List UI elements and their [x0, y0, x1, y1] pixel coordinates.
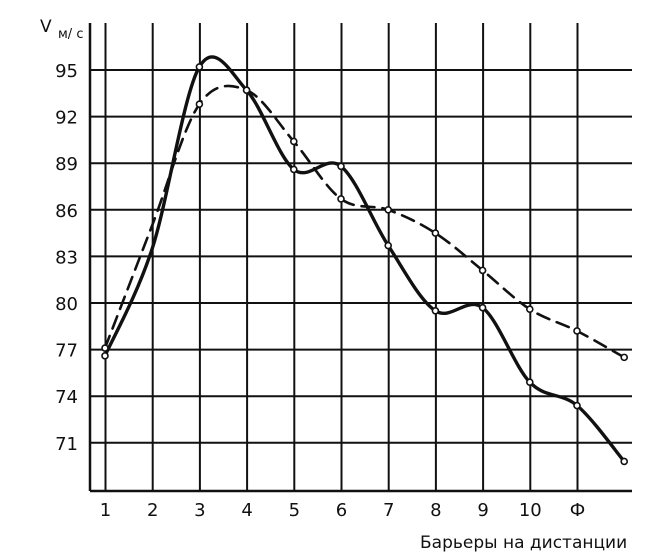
y-tick-label: 71: [55, 434, 78, 455]
y-tick-label: 83: [55, 247, 78, 268]
y-tick-label: 86: [55, 201, 78, 222]
x-tick-label: 6: [336, 500, 347, 521]
grid: [88, 23, 632, 493]
data-point: [289, 137, 298, 146]
data-point: [431, 229, 440, 237]
dashed-series-line: [103, 84, 626, 359]
data-point: [101, 344, 109, 352]
x-tick-label: 3: [194, 500, 205, 521]
x-axis-label: Барьеры на дистанции: [420, 533, 627, 553]
data-point: [478, 303, 487, 312]
x-tick-label: 9: [477, 500, 488, 521]
x-tick-label: 7: [383, 500, 394, 521]
data-point: [573, 401, 581, 410]
data-point: [620, 353, 629, 362]
data-point: [525, 305, 534, 314]
y-axis-unit: м/ с: [58, 27, 83, 42]
series-lines: [103, 55, 626, 464]
x-tick-label: Ф: [570, 500, 586, 521]
data-point: [195, 63, 204, 71]
x-tick-label: 5: [289, 500, 300, 521]
y-tick-label: 77: [55, 341, 78, 362]
y-tick-label: 89: [55, 154, 78, 175]
x-tick-label: 8: [430, 500, 441, 521]
data-point: [195, 100, 204, 108]
y-axis-label: V: [40, 17, 52, 37]
y-tick-label: 80: [55, 294, 78, 315]
x-tick-label: 1: [100, 500, 111, 521]
data-point: [384, 241, 393, 250]
data-point: [620, 457, 629, 466]
data-point: [431, 306, 440, 315]
data-point: [525, 378, 534, 387]
x-tick-labels: 1 2 3 4 5 6 7 8 9 10 Ф: [100, 500, 585, 521]
data-point: [289, 165, 298, 174]
data-point: [384, 206, 393, 214]
data-point: [242, 86, 251, 94]
data-point: [337, 162, 345, 171]
y-tick-label: 74: [55, 387, 78, 408]
y-tick-label: 92: [55, 108, 78, 129]
x-tick-label: 4: [241, 500, 252, 521]
solid-series-line: [103, 55, 626, 464]
y-tick-labels: 95 92 89 86 83 80 77 74 71: [55, 61, 78, 455]
data-point: [337, 195, 345, 203]
data-point: [573, 327, 581, 335]
data-point: [478, 266, 487, 275]
x-tick-label: 10: [519, 500, 542, 521]
data-point: [101, 352, 109, 360]
y-tick-label: 95: [55, 61, 78, 82]
data-points: [101, 63, 629, 466]
x-tick-label: 2: [147, 500, 158, 521]
